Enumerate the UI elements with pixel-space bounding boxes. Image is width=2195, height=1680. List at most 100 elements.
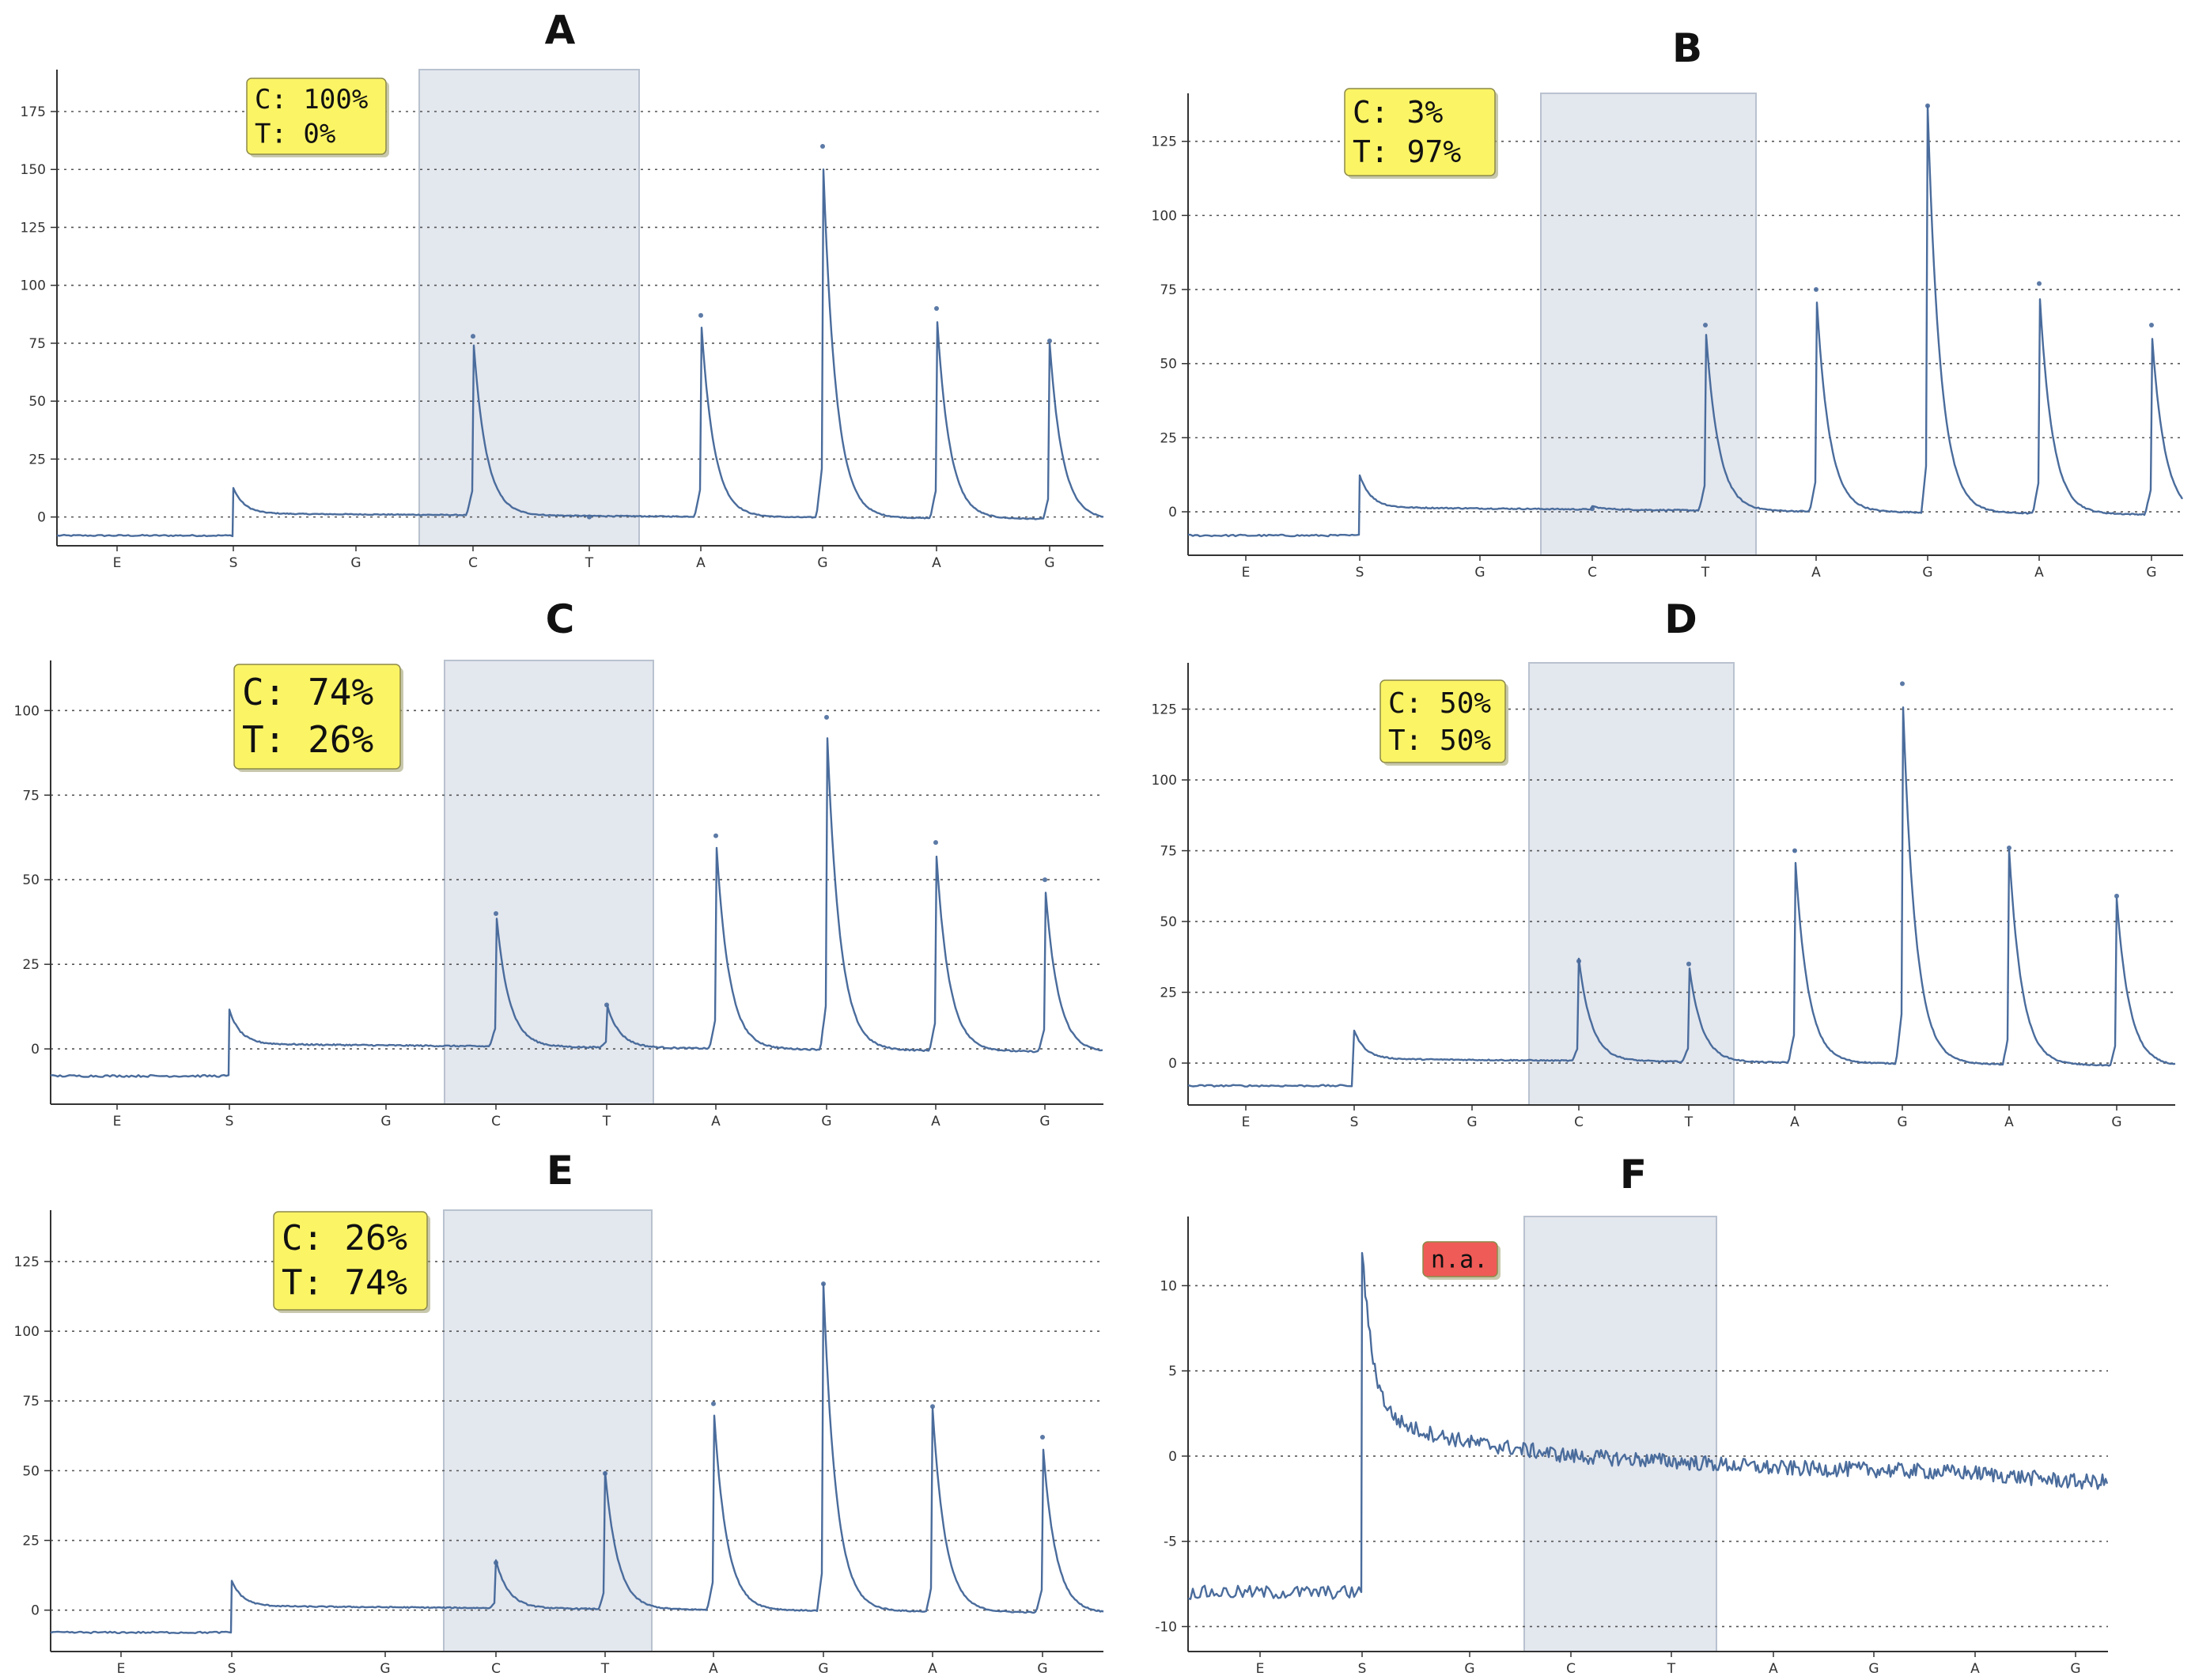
y-tick-label: 0 [31, 1042, 40, 1058]
peak-a [2037, 281, 2042, 286]
peak-a [1814, 287, 1818, 293]
genotype-badge: n.a. [1422, 1241, 1501, 1280]
dispensation-base-label: A [696, 555, 706, 571]
y-tick-label: 100 [14, 1324, 40, 1340]
peak-c [1590, 506, 1595, 512]
peak-g [1040, 1435, 1045, 1440]
dispensation-base-label: T [585, 555, 594, 571]
panel-title: D [1664, 596, 1697, 642]
badge-line: C: 50% [1388, 687, 1491, 720]
y-tick-label: 50 [28, 394, 46, 410]
dispensation-base-label: A [711, 1114, 721, 1129]
badge-line: C: 100% [255, 84, 368, 115]
dispensation-base-label: S [225, 1114, 234, 1129]
badge-line: T: 26% [242, 718, 373, 761]
dispensation-base-label: G [1474, 565, 1485, 581]
dispensation-base-label: C [1566, 1661, 1576, 1677]
peak-a [933, 840, 938, 846]
dispensation-base-label: G [1044, 555, 1054, 571]
badge-box [246, 78, 387, 155]
y-tick-label: 5 [1168, 1364, 1177, 1379]
y-tick-label: 0 [1168, 1056, 1177, 1072]
y-tick-label: 0 [31, 1603, 40, 1619]
dispensation-base-label: A [928, 1661, 937, 1677]
dispensation-base-label: G [1039, 1114, 1050, 1129]
pyrogram-trace [50, 737, 1103, 1078]
y-tick-label: 100 [14, 703, 40, 719]
y-tick-label: 100 [21, 278, 46, 294]
peak-t [604, 1002, 609, 1008]
dispensation-highlight [443, 1209, 653, 1652]
dispensation-base-label: S [229, 555, 238, 571]
dispensation-base-label: C [491, 1114, 501, 1129]
dispensation-base-label: C [491, 1661, 501, 1677]
dispensation-base-label: A [932, 555, 941, 571]
peak-a [713, 833, 718, 838]
dispensation-base-label: E [1242, 565, 1251, 581]
y-tick-label: 100 [1152, 208, 1177, 224]
badge-line: C: 74% [242, 671, 373, 713]
peak-g [824, 714, 829, 720]
y-tick-label: 0 [1168, 505, 1177, 520]
dispensation-base-label: A [709, 1661, 718, 1677]
genotype-badge: C: 50% T: 50% [1379, 679, 1508, 766]
badge-box [1422, 1241, 1498, 1277]
y-tick-label: 150 [21, 162, 46, 178]
peak-g [2149, 323, 2154, 327]
y-tick-label: 50 [22, 872, 40, 888]
dispensation-base-label: S [1356, 565, 1364, 581]
y-tick-label: 125 [1152, 702, 1177, 718]
panel-a: 0 25 50 75 100 125 150 175 E S G C T A G A G A C: 100% T: 0… [21, 7, 1104, 571]
dispensation-base-label: G [2146, 565, 2156, 581]
panel-c: 0 25 50 75 100 E S G C T A G A G C C: 74% T: 26% [14, 596, 1103, 1129]
dispensation-base-label: G [1037, 1661, 1047, 1677]
y-tick-label: 25 [22, 957, 40, 973]
peak-a [1792, 848, 1797, 853]
peak-t [1686, 961, 1691, 967]
y-tick-label: 25 [28, 452, 46, 467]
dispensation-highlight [1523, 1216, 1717, 1652]
badge-line: n.a. [1431, 1247, 1488, 1274]
panel-d: 0 25 50 75 100 125 E S G C T A G A G D C: 50% T: 50% [1152, 596, 2176, 1130]
panel-title: E [547, 1148, 573, 1194]
genotype-badge: C: 74% T: 26% [233, 664, 403, 772]
dispensation-base-label: A [1790, 1114, 1800, 1130]
pyrogram-trace [56, 168, 1104, 538]
dispensation-highlight [444, 660, 654, 1105]
panel-title: B [1672, 25, 1702, 71]
dispensation-base-label: E [1256, 1661, 1265, 1677]
y-tick-label: 75 [1160, 282, 1177, 298]
badge-box [273, 1211, 428, 1311]
badge-line: T: 50% [1388, 725, 1491, 757]
peak-a [711, 1401, 716, 1406]
peak-t [587, 514, 592, 520]
pyrogram-trace [50, 1283, 1104, 1635]
peak-g [1925, 103, 1930, 108]
badge-line: T: 97% [1353, 134, 1461, 169]
dispensation-base-label: G [1897, 1114, 1907, 1130]
y-tick-label: 125 [1152, 134, 1177, 150]
peak-c [494, 1560, 498, 1565]
peak-g [1047, 339, 1052, 344]
panel-title: F [1620, 1152, 1647, 1198]
badge-line: T: 0% [255, 119, 335, 150]
y-tick-label: 50 [1160, 914, 1177, 930]
y-tick-label: 25 [1160, 986, 1177, 1001]
dispensation-base-label: G [2070, 1661, 2080, 1677]
dispensation-base-label: G [821, 1114, 831, 1129]
pyrogram-trace [1188, 105, 2184, 538]
dispensation-base-label: G [817, 555, 827, 571]
peak-a [934, 306, 939, 311]
dispensation-base-label: G [1464, 1661, 1474, 1677]
pyrogram-trace [1187, 1251, 2109, 1600]
genotype-badge: C: 26%T: 74% [273, 1211, 430, 1313]
dispensation-base-label: S [228, 1661, 237, 1677]
badge-line: T: 74% [282, 1262, 407, 1303]
peak-g [821, 1281, 826, 1287]
y-tick-label: 75 [22, 788, 40, 804]
dispensation-base-label: G [2111, 1114, 2121, 1130]
dispensation-base-label: G [380, 1114, 391, 1129]
y-tick-label: 75 [1160, 844, 1177, 860]
dispensation-base-label: A [931, 1114, 940, 1129]
